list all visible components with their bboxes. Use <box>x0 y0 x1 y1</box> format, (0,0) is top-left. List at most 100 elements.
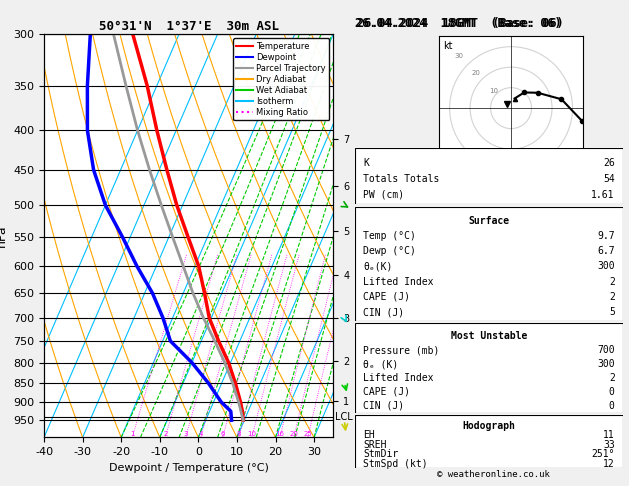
Text: 12: 12 <box>603 436 615 447</box>
Text: CAPE (J): CAPE (J) <box>364 387 410 397</box>
Text: StmDir: StmDir <box>364 420 399 431</box>
Text: 700: 700 <box>597 346 615 355</box>
Text: 1: 1 <box>130 432 135 437</box>
Text: 8: 8 <box>237 432 241 437</box>
Text: 3: 3 <box>184 432 188 437</box>
Text: 16: 16 <box>276 432 284 437</box>
Text: 33: 33 <box>603 404 615 414</box>
Text: K: K <box>364 158 369 168</box>
Text: 26: 26 <box>603 202 615 212</box>
Text: PW (cm): PW (cm) <box>364 190 404 200</box>
Text: 300: 300 <box>597 261 615 271</box>
Text: 1.61: 1.61 <box>591 252 615 262</box>
Text: PW (cm): PW (cm) <box>364 252 404 262</box>
Text: CAPE (J): CAPE (J) <box>364 341 410 351</box>
Text: 20: 20 <box>472 70 481 76</box>
Y-axis label: km
ASL: km ASL <box>357 225 375 246</box>
Text: 251°: 251° <box>591 450 615 459</box>
Title: 50°31'N  1°37'E  30m ASL: 50°31'N 1°37'E 30m ASL <box>99 20 279 33</box>
Text: Hodograph: Hodograph <box>462 375 516 385</box>
Bar <box>355 290 623 470</box>
Text: CAPE (J): CAPE (J) <box>364 292 410 302</box>
Text: 30: 30 <box>454 53 464 59</box>
Text: Totals Totals: Totals Totals <box>364 173 440 183</box>
Text: Lifted Index: Lifted Index <box>364 373 434 383</box>
Text: 12: 12 <box>603 459 615 469</box>
Text: K: K <box>364 202 369 212</box>
Text: Hodograph: Hodograph <box>462 421 516 431</box>
Text: CIN (J): CIN (J) <box>364 307 404 317</box>
Text: 9.7: 9.7 <box>597 231 615 241</box>
Text: EH: EH <box>364 430 375 440</box>
Text: 9.7: 9.7 <box>597 319 615 329</box>
Text: © weatheronline.co.uk: © weatheronline.co.uk <box>437 469 550 479</box>
Text: 26.04.2024  18GMT  (Base: 06): 26.04.2024 18GMT (Base: 06) <box>357 17 563 30</box>
Text: θₑ (K): θₑ (K) <box>364 359 399 369</box>
Text: SREH: SREH <box>364 440 387 450</box>
Text: 26: 26 <box>603 214 615 224</box>
Text: Lifted Index: Lifted Index <box>364 324 434 334</box>
Text: kt: kt <box>443 40 453 51</box>
Text: StmSpd (kt): StmSpd (kt) <box>364 436 428 447</box>
Text: Totals Totals: Totals Totals <box>364 236 440 246</box>
Text: 2: 2 <box>609 373 615 383</box>
Text: 2: 2 <box>609 324 615 334</box>
Text: Most Unstable: Most Unstable <box>451 279 527 289</box>
Text: 0: 0 <box>609 400 615 411</box>
Text: Pressure (mb): Pressure (mb) <box>364 291 440 301</box>
Text: 4: 4 <box>199 432 203 437</box>
Text: 6.7: 6.7 <box>597 246 615 256</box>
Text: 6.7: 6.7 <box>597 352 615 363</box>
Text: PW (cm): PW (cm) <box>364 190 404 200</box>
Text: 54: 54 <box>603 236 615 246</box>
Text: CIN (J): CIN (J) <box>364 358 404 367</box>
Text: 6: 6 <box>220 432 225 437</box>
Text: Lifted Index: Lifted Index <box>364 277 434 287</box>
Text: Dewp (°C): Dewp (°C) <box>364 352 416 363</box>
Text: 20: 20 <box>289 432 298 437</box>
Text: Dewp (°C): Dewp (°C) <box>364 246 416 256</box>
Text: 251°: 251° <box>591 420 615 431</box>
Text: 11: 11 <box>603 388 615 398</box>
Text: 0: 0 <box>609 358 615 367</box>
Text: K: K <box>364 214 369 224</box>
Text: 2: 2 <box>609 419 615 430</box>
Text: 300: 300 <box>597 308 615 318</box>
Text: 11: 11 <box>603 430 615 440</box>
Text: 0: 0 <box>609 387 615 397</box>
Text: 10: 10 <box>489 88 498 94</box>
Text: 700: 700 <box>597 291 615 301</box>
Text: 25: 25 <box>303 432 312 437</box>
Text: StmSpd (kt): StmSpd (kt) <box>364 459 428 469</box>
Text: 300: 300 <box>597 359 615 369</box>
Text: Temp (°C): Temp (°C) <box>364 231 416 241</box>
Text: Lifted Index: Lifted Index <box>364 419 434 430</box>
X-axis label: Dewpoint / Temperature (°C): Dewpoint / Temperature (°C) <box>109 463 269 473</box>
Legend: Temperature, Dewpoint, Parcel Trajectory, Dry Adiabat, Wet Adiabat, Isotherm, Mi: Temperature, Dewpoint, Parcel Trajectory… <box>233 38 329 121</box>
Text: Temp (°C): Temp (°C) <box>364 319 416 329</box>
Text: 54: 54 <box>603 233 615 243</box>
Text: Most Unstable: Most Unstable <box>451 331 527 342</box>
Text: 2: 2 <box>609 453 615 463</box>
Text: LCL: LCL <box>335 412 352 422</box>
Text: CIN (J): CIN (J) <box>364 400 404 411</box>
Text: 10: 10 <box>247 432 256 437</box>
Text: Surface: Surface <box>469 298 509 309</box>
Text: θₑ (K): θₑ (K) <box>364 308 399 318</box>
Text: Surface: Surface <box>469 216 509 226</box>
Text: Totals Totals: Totals Totals <box>364 174 440 184</box>
Text: Pressure (mb): Pressure (mb) <box>364 346 440 355</box>
Bar <box>355 188 623 287</box>
Text: EH: EH <box>364 388 375 398</box>
Text: θₑ(K): θₑ(K) <box>364 386 392 396</box>
Text: 54: 54 <box>603 174 615 184</box>
Text: SREH: SREH <box>364 404 387 414</box>
Text: 1.61: 1.61 <box>591 269 615 279</box>
Text: 2: 2 <box>609 277 615 287</box>
Text: StmDir: StmDir <box>364 450 399 459</box>
Text: 33: 33 <box>603 440 615 450</box>
Text: 26.04.2024  18GMT  (Base: 06): 26.04.2024 18GMT (Base: 06) <box>355 17 562 30</box>
Text: θₑ(K): θₑ(K) <box>364 261 392 271</box>
Text: 300: 300 <box>597 386 615 396</box>
Text: K: K <box>364 155 369 165</box>
